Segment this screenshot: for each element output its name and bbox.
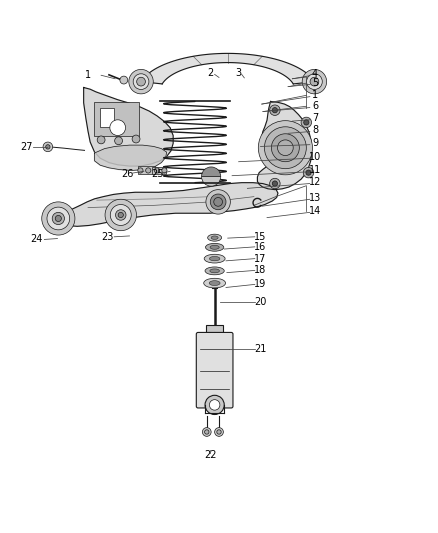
Text: 19: 19 (254, 279, 267, 289)
Wedge shape (201, 167, 221, 176)
Polygon shape (95, 145, 166, 171)
Ellipse shape (209, 281, 220, 286)
Circle shape (206, 190, 230, 214)
Circle shape (146, 168, 151, 173)
Text: 1: 1 (312, 91, 318, 100)
Circle shape (154, 168, 159, 173)
Polygon shape (52, 183, 278, 227)
Circle shape (137, 77, 145, 86)
Circle shape (105, 199, 137, 231)
Circle shape (215, 427, 223, 437)
Ellipse shape (210, 245, 219, 249)
Circle shape (310, 77, 319, 86)
Text: 9: 9 (312, 139, 318, 148)
FancyBboxPatch shape (100, 108, 114, 127)
Text: 14: 14 (309, 206, 321, 216)
Text: 1: 1 (85, 70, 91, 80)
Circle shape (307, 74, 322, 90)
Circle shape (43, 142, 53, 152)
Circle shape (132, 135, 140, 143)
Text: 7: 7 (312, 114, 318, 124)
Circle shape (138, 168, 143, 173)
Circle shape (55, 215, 61, 222)
Circle shape (133, 74, 149, 90)
Text: 12: 12 (309, 177, 321, 187)
Circle shape (205, 430, 209, 434)
Text: 22: 22 (204, 450, 216, 460)
Circle shape (115, 137, 123, 144)
Text: 10: 10 (309, 152, 321, 162)
Circle shape (205, 395, 224, 415)
Circle shape (217, 430, 221, 434)
Circle shape (110, 205, 131, 225)
Wedge shape (201, 176, 221, 186)
Text: 25: 25 (151, 169, 163, 180)
Circle shape (120, 76, 128, 84)
Circle shape (97, 136, 105, 144)
FancyBboxPatch shape (206, 325, 223, 337)
Ellipse shape (208, 234, 222, 241)
Circle shape (301, 117, 311, 128)
Text: 3: 3 (236, 68, 242, 78)
Circle shape (110, 120, 126, 135)
Text: 11: 11 (309, 165, 321, 175)
Text: 24: 24 (30, 235, 42, 245)
Text: 8: 8 (312, 125, 318, 135)
Text: 18: 18 (254, 265, 267, 276)
Polygon shape (258, 101, 311, 190)
Circle shape (162, 168, 167, 173)
Text: 16: 16 (254, 242, 267, 252)
Text: 5: 5 (312, 78, 318, 88)
Circle shape (303, 167, 314, 178)
Text: 2: 2 (207, 68, 213, 78)
Circle shape (47, 207, 70, 230)
Text: 17: 17 (254, 254, 267, 264)
Circle shape (118, 212, 124, 217)
Ellipse shape (209, 256, 220, 261)
Circle shape (302, 69, 327, 94)
Text: 6: 6 (312, 101, 318, 111)
Circle shape (278, 140, 293, 156)
Circle shape (272, 181, 278, 186)
Circle shape (210, 194, 226, 210)
Ellipse shape (205, 244, 224, 251)
Ellipse shape (205, 267, 224, 275)
Circle shape (272, 108, 278, 113)
Circle shape (116, 210, 126, 220)
Circle shape (52, 212, 64, 224)
Circle shape (304, 120, 309, 125)
Circle shape (46, 144, 50, 149)
Circle shape (42, 202, 75, 235)
FancyBboxPatch shape (94, 102, 139, 136)
Text: 13: 13 (309, 193, 321, 203)
Text: 4: 4 (312, 69, 318, 79)
Circle shape (270, 105, 280, 116)
Circle shape (214, 198, 223, 206)
Circle shape (265, 127, 306, 169)
Text: 26: 26 (121, 169, 134, 180)
Circle shape (258, 120, 312, 175)
Circle shape (306, 170, 311, 175)
FancyBboxPatch shape (196, 333, 233, 408)
Polygon shape (141, 53, 314, 84)
Text: 21: 21 (254, 344, 267, 353)
Circle shape (272, 134, 299, 161)
Text: 27: 27 (20, 142, 32, 152)
Ellipse shape (204, 254, 225, 263)
Text: 15: 15 (254, 232, 267, 242)
Circle shape (270, 179, 280, 189)
Ellipse shape (210, 269, 219, 273)
Text: 23: 23 (102, 232, 114, 242)
FancyBboxPatch shape (138, 166, 155, 174)
Circle shape (129, 69, 153, 94)
FancyBboxPatch shape (152, 166, 166, 174)
Text: 20: 20 (254, 297, 267, 308)
Circle shape (209, 400, 220, 410)
Ellipse shape (204, 278, 226, 288)
Circle shape (202, 427, 211, 437)
Polygon shape (84, 87, 173, 166)
Ellipse shape (211, 236, 218, 239)
